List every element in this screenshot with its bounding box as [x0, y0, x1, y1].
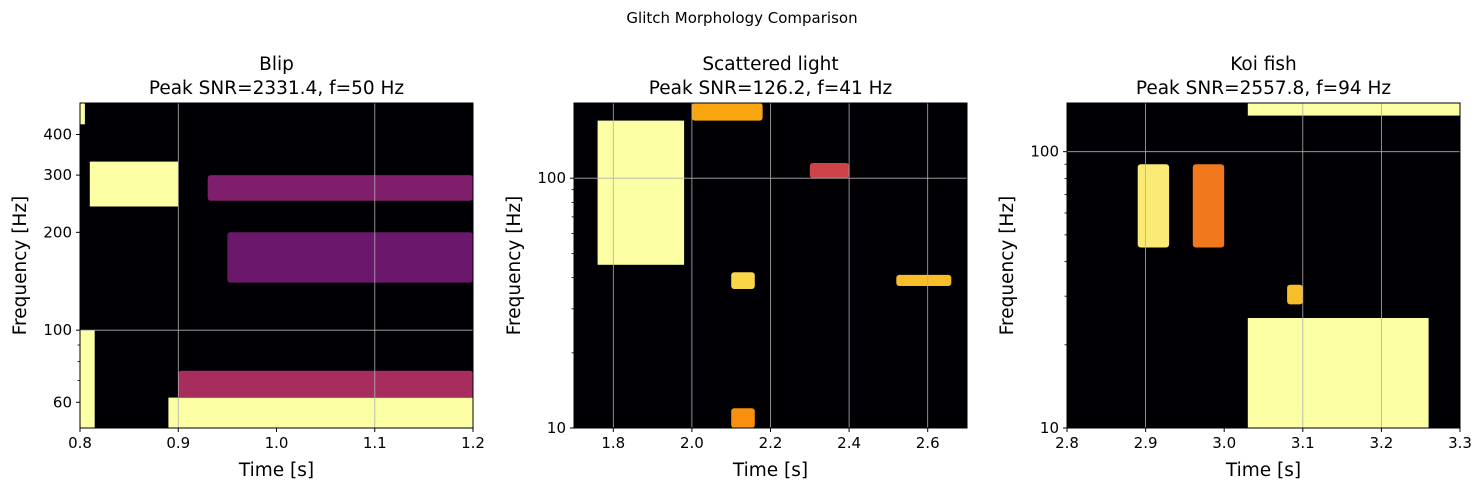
x-axis-label: Time [s] [1225, 460, 1301, 481]
x-tick-label: 3.0 [1212, 434, 1236, 452]
heatmap-feature-7 [178, 370, 473, 398]
y-tick-label: 200 [43, 223, 72, 241]
heatmap-feature-1 [89, 161, 179, 207]
heatmap-feature-5 [731, 408, 755, 428]
x-tick-label: 2.8 [1055, 434, 1079, 452]
panel-1: 0.8 0.9 1.0 1.1 1.2 60 100 200 300 400 Time [s] Fre… [10, 54, 485, 481]
x-tick-label: 1.1 [363, 434, 387, 452]
heatmap-feature-2 [1137, 164, 1170, 248]
y-tick-label: 100 [1030, 143, 1059, 161]
x-tick-label: 3.2 [1369, 434, 1393, 452]
heatmap-feature-6 [227, 232, 473, 283]
heatmap-feature-4 [809, 163, 850, 179]
y-tick-label: 100 [537, 169, 566, 187]
heatmap-feature-3 [1192, 164, 1225, 248]
panel-subtitle: Peak SNR=126.2, f=41 Hz [649, 78, 893, 99]
grid-lines [80, 103, 473, 428]
x-tick-label: 2.2 [759, 434, 783, 452]
x-tick-label: 2.9 [1134, 434, 1158, 452]
x-tick-label: 3.1 [1291, 434, 1315, 452]
x-tick-label: 0.8 [68, 434, 92, 452]
panel-title: Scattered light [702, 54, 838, 75]
panel-subtitle: Peak SNR=2331.4, f=50 Hz [149, 78, 404, 99]
axes-frame [1066, 102, 1461, 429]
panel-title: Koi fish [1230, 54, 1297, 75]
heatmap-feature-5 [1287, 284, 1303, 305]
grid-lines [574, 103, 967, 428]
grid-lines [1067, 103, 1460, 428]
x-tick-label: 1.2 [461, 434, 485, 452]
y-tick-label: 10 [1040, 419, 1059, 437]
x-axis-label: Time [s] [732, 460, 808, 481]
panel-subtitle: Peak SNR=2557.8, f=94 Hz [1136, 78, 1391, 99]
heatmap-feature-4 [1247, 103, 1460, 116]
x-axis-label: Time [s] [238, 460, 314, 481]
heatmap-feature-3 [896, 274, 952, 286]
x-tick-label: 3.3 [1448, 434, 1472, 452]
panel-3: 2.8 2.9 3.0 3.1 3.2 3.3 10 100 Time [s] Frequency… [997, 54, 1472, 481]
figure-suptitle: Glitch Morphology Comparison [626, 9, 857, 27]
y-axis-label: Frequency [Hz] [10, 196, 31, 336]
heatmap-feature-1 [1247, 318, 1429, 428]
heatmap-feature-3 [80, 330, 95, 428]
y-tick-label: 10 [547, 419, 566, 437]
panel-2: 1.8 2.0 2.2 2.4 2.6 10 100 Time [s] Frequency [H… [504, 54, 968, 481]
y-tick-label: 300 [43, 166, 72, 184]
heatmap-feature-4 [80, 103, 85, 125]
x-tick-label: 2.6 [916, 434, 940, 452]
x-tick-label: 0.9 [166, 434, 190, 452]
x-tick-label: 1.8 [601, 434, 625, 452]
x-tick-label: 1.0 [265, 434, 289, 452]
heatmap-feature-6 [691, 103, 763, 121]
x-tick-label: 2.0 [680, 434, 704, 452]
y-axis-label: Frequency [Hz] [997, 196, 1018, 336]
heatmap-feature-2 [168, 397, 473, 428]
y-tick-label: 400 [43, 125, 72, 143]
y-tick-label: 100 [43, 321, 72, 339]
x-tick-label: 2.4 [837, 434, 861, 452]
y-tick-label: 60 [53, 393, 72, 411]
y-axis-label: Frequency [Hz] [504, 196, 525, 336]
heatmap-feature-5 [207, 175, 473, 201]
heatmap-cells [80, 103, 473, 428]
heatmap-feature-2 [731, 272, 755, 289]
panel-title: Blip [259, 54, 294, 75]
heatmap-feature-1 [597, 120, 685, 265]
heatmap-cells [597, 103, 952, 428]
